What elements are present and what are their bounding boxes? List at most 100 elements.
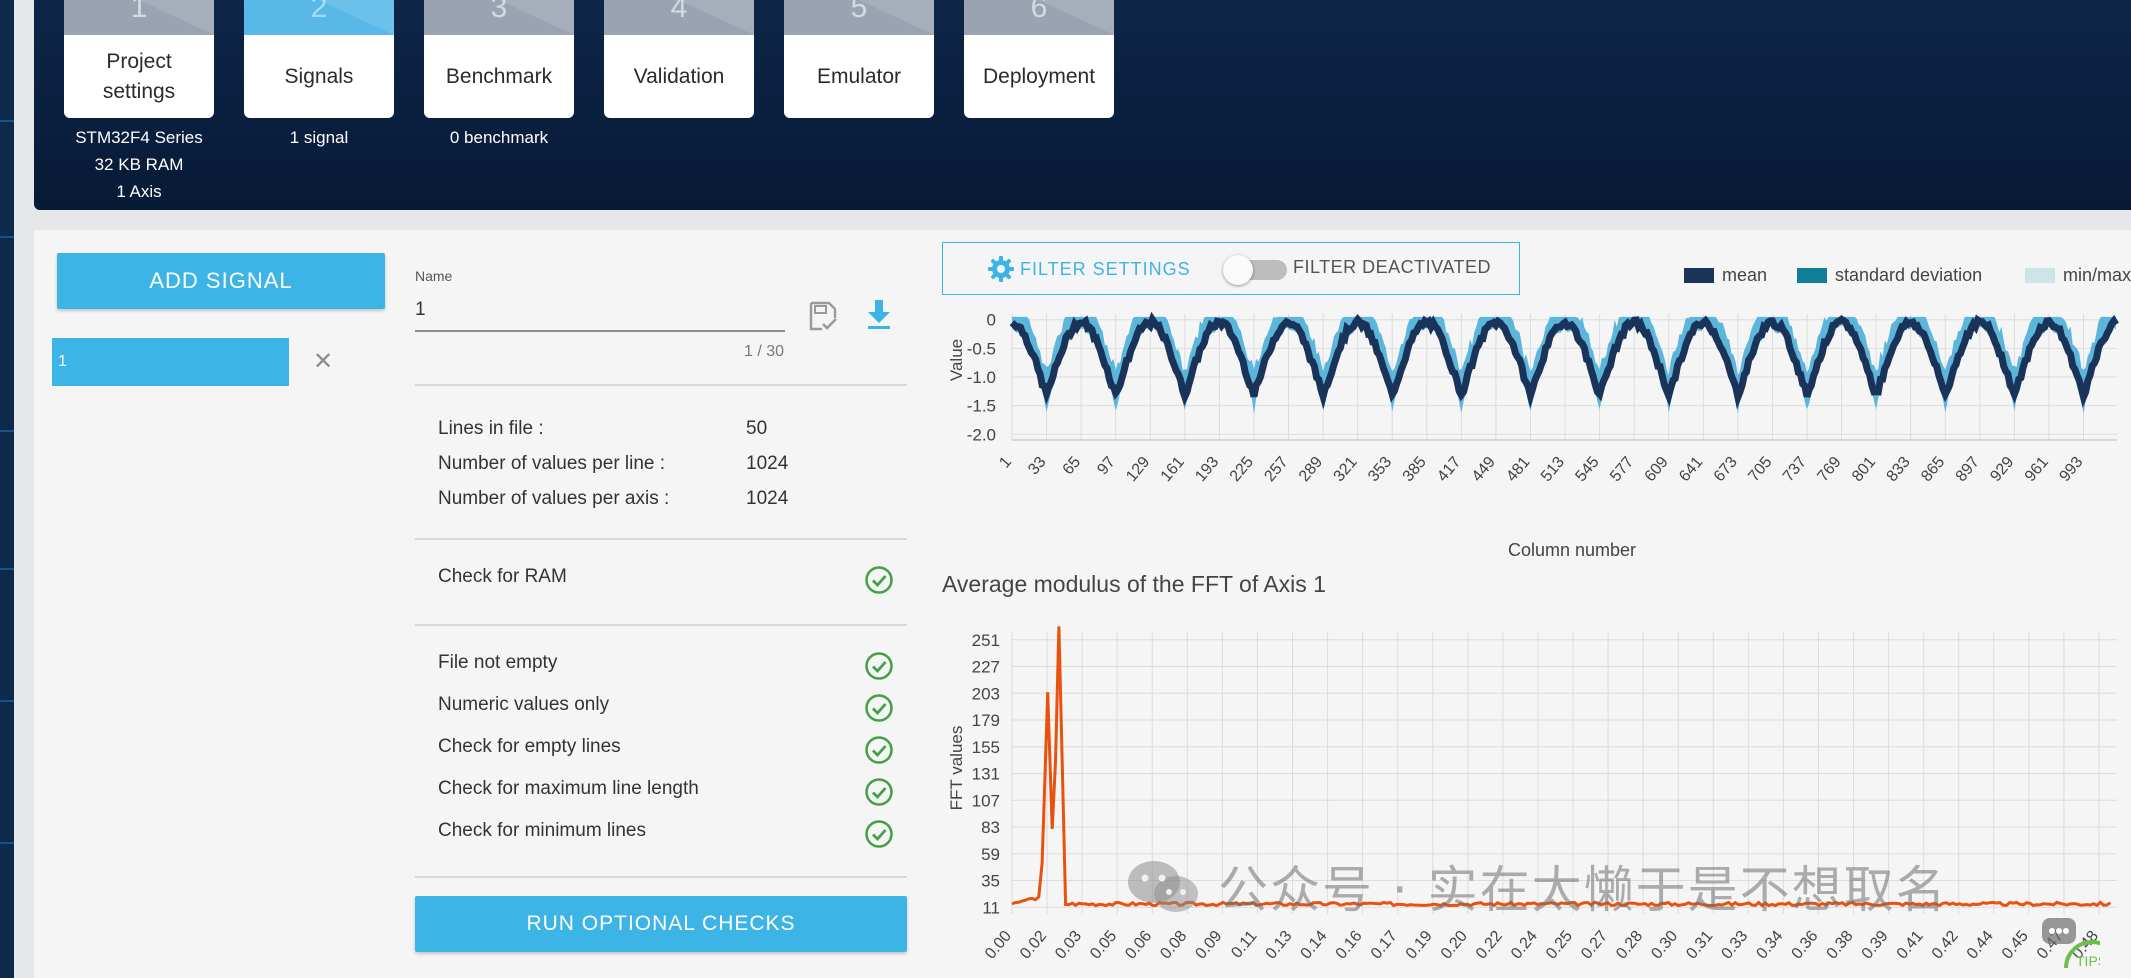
add-signal-button[interactable]: ADD SIGNAL <box>57 253 385 309</box>
check-ram-label: Check for RAM <box>438 566 567 587</box>
download-icon[interactable] <box>864 298 894 332</box>
step-label: Emulator <box>816 64 902 88</box>
benchmark-count: 0 benchmark <box>449 128 549 147</box>
step-emulator[interactable]: 5 Emulator <box>784 0 934 118</box>
x-tick-label: 0.33 <box>1718 928 1751 963</box>
x-tick-label: 33 <box>1025 454 1050 479</box>
x-tick-label: 0.09 <box>1192 928 1225 963</box>
legend-swatch <box>2025 267 2055 283</box>
x-tick-label: 0.08 <box>1157 928 1190 963</box>
filter-settings-button[interactable]: FILTER SETTINGS <box>987 255 1191 283</box>
x-tick-label: 193 <box>1192 454 1222 485</box>
x-tick-label: 0.06 <box>1122 928 1155 963</box>
step-signals[interactable]: 2 Signals <box>244 0 394 118</box>
x-tick-label: 0.17 <box>1368 928 1401 963</box>
remove-signal-icon[interactable]: ✕ <box>312 348 334 375</box>
filter-settings-label: FILTER SETTINGS <box>1020 258 1191 279</box>
x-tick-label: 289 <box>1296 454 1326 485</box>
step-label: Deployment <box>982 64 1096 88</box>
step-validation[interactable]: 4 Validation <box>604 0 754 118</box>
x-tick-label: 0.30 <box>1648 928 1681 963</box>
signal-list-item[interactable]: 1 <box>52 338 289 386</box>
x-tick-label: 129 <box>1123 454 1153 485</box>
x-tick-label: 0.27 <box>1578 928 1611 963</box>
x-tick-label: 0.28 <box>1613 928 1646 963</box>
gear-icon <box>988 256 1014 282</box>
check-min-lines-label: Check for minimum lines <box>438 820 646 841</box>
signals-info: 1 signal <box>244 124 394 151</box>
x-tick-label: 0.42 <box>1929 928 1962 963</box>
window-edge <box>0 0 14 978</box>
x-tick-label: 0.41 <box>1894 928 1927 963</box>
project-settings-info: STM32F4 Series 32 KB RAM 1 Axis <box>64 124 214 205</box>
divider <box>415 538 907 540</box>
check-circle-icon <box>864 777 894 807</box>
legend-item-mean: mean <box>1684 264 1767 286</box>
step-number: 3 <box>424 0 574 35</box>
x-tick-label: 0.44 <box>1964 928 1997 963</box>
legend-label: mean <box>1722 264 1768 285</box>
step-label: Validation <box>633 64 725 88</box>
y-tick-label: 35 <box>981 872 1000 891</box>
x-tick-label: 0.11 <box>1228 928 1260 962</box>
check-circle-icon <box>864 693 894 723</box>
tips-label: TIPS <box>2076 953 2100 968</box>
legend-label: standard deviation <box>1835 264 1983 285</box>
x-tick-label: 865 <box>1918 454 1948 485</box>
step-number: 6 <box>964 0 1114 35</box>
step-number: 4 <box>604 0 754 35</box>
x-tick-label: 577 <box>1607 454 1637 485</box>
filter-toolbar: FILTER SETTINGS FILTER DEACTIVATED <box>942 242 1520 295</box>
step-project-settings[interactable]: 1 Project settings <box>64 0 214 118</box>
x-tick-label: 0.13 <box>1263 928 1296 963</box>
axis-count: 1 Axis <box>116 182 162 201</box>
step-label: Benchmark <box>445 64 553 88</box>
values-per-axis-value: 1024 <box>746 488 789 509</box>
x-tick-label: 513 <box>1538 454 1568 485</box>
x-tick-label: 545 <box>1572 454 1602 485</box>
signal-name-input[interactable] <box>415 290 785 332</box>
y-tick-label: 83 <box>981 818 1000 837</box>
lines-in-file-label: Lines in file : <box>438 418 544 439</box>
step-deployment[interactable]: 6 Deployment <box>964 0 1114 118</box>
x-tick-label: 321 <box>1331 454 1361 485</box>
y-tick-label: -1.0 <box>967 368 996 387</box>
check-numeric-label: Numeric values only <box>438 694 610 715</box>
x-tick-label: 0.45 <box>1999 928 2032 963</box>
step-number: 2 <box>244 0 394 35</box>
lines-in-file-value: 50 <box>746 418 768 439</box>
x-tick-label: 673 <box>1711 454 1741 485</box>
x-tick-label: 0.02 <box>1017 928 1050 963</box>
fft-chart-title: Average modulus of the FFT of Axis 1 <box>942 571 1326 597</box>
x-tick-label: 897 <box>1953 454 1983 485</box>
x-tick-label: 961 <box>2022 454 2052 485</box>
save-check-icon[interactable] <box>808 300 838 332</box>
filter-state-label: FILTER DEACTIVATED <box>1293 257 1492 277</box>
y-tick-label: -2.0 <box>967 425 996 444</box>
legend-item-minmax: min/max <box>2025 264 2131 286</box>
run-optional-checks-button[interactable]: RUN OPTIONAL CHECKS <box>415 896 907 952</box>
benchmark-info: 0 benchmark <box>424 124 574 151</box>
x-tick-label: 0.14 <box>1298 928 1331 963</box>
y-tick-label: -0.5 <box>967 339 996 358</box>
mcu-series: STM32F4 Series <box>75 128 203 147</box>
x-tick-label: 97 <box>1094 454 1119 479</box>
name-char-counter: 1 / 30 <box>743 343 784 360</box>
step-benchmark[interactable]: 3 Benchmark <box>424 0 574 118</box>
check-circle-icon <box>864 565 894 595</box>
y-tick-label: 179 <box>972 711 1000 730</box>
check-max-line-length-label: Check for maximum line length <box>438 778 699 799</box>
values-per-axis-label: Number of values per axis : <box>438 488 670 509</box>
x-tick-label: 0.00 <box>982 928 1015 963</box>
x-tick-label: 449 <box>1469 454 1499 485</box>
y-tick-label: 251 <box>972 631 1000 650</box>
filter-toggle-knob[interactable] <box>1223 255 1253 285</box>
signal-count: 1 signal <box>289 128 349 147</box>
divider <box>415 384 907 386</box>
x-axis-label: Column number <box>1508 540 1636 560</box>
y-tick-label: 227 <box>972 658 1000 677</box>
x-tick-label: 353 <box>1365 454 1395 485</box>
y-tick-label: 107 <box>972 791 1000 810</box>
tips-badge[interactable]: TIPS <box>2040 908 2100 968</box>
wechat-icon <box>1128 861 1198 912</box>
